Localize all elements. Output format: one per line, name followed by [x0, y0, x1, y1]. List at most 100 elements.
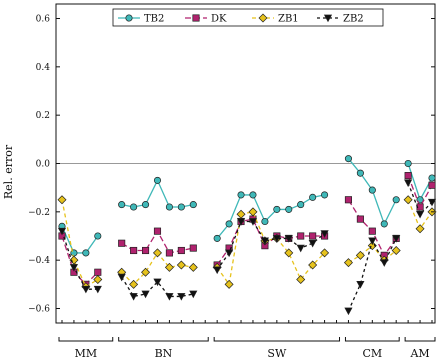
series-line-tb2	[61, 226, 99, 254]
data-point-dk	[141, 246, 150, 255]
group-label-mm: MM	[75, 347, 98, 360]
series-dk	[58, 172, 436, 288]
legend-marker-zb2	[323, 14, 333, 23]
data-point-zb1	[308, 260, 318, 270]
group-bracket-am	[404, 337, 436, 342]
data-point-dk	[177, 246, 185, 255]
data-point-zb2	[272, 235, 281, 243]
legend-marker-dk	[192, 14, 200, 22]
series-line-zb2	[61, 230, 98, 290]
data-point-zb2	[177, 293, 186, 301]
y-tick-label: −0.4	[28, 256, 50, 266]
data-point-dk	[94, 268, 102, 276]
data-point-zb1	[320, 248, 330, 258]
data-point-zb2	[225, 249, 234, 258]
data-point-zb2	[284, 235, 293, 243]
data-point-zb2	[236, 218, 246, 226]
data-point-tb2	[392, 196, 400, 204]
data-point-tb2	[273, 205, 281, 213]
data-point-zb1	[224, 279, 234, 289]
data-point-tb2	[82, 249, 90, 257]
data-point-zb1	[93, 275, 103, 284]
data-point-zb2	[165, 293, 174, 301]
data-point-zb1	[176, 260, 186, 270]
y-axis-label: Rel. error	[2, 144, 15, 199]
series-line-zb1	[61, 199, 99, 288]
y-axis: −0.6 −0.4 −0.2 0.0 0.2 0.4 0.6	[28, 15, 435, 323]
data-point-zb1	[415, 224, 425, 234]
series-line-zb1	[216, 211, 326, 286]
data-point-tb2	[94, 232, 102, 240]
y-tick-label: −0.6	[28, 305, 50, 315]
data-point-zb2	[415, 210, 425, 219]
legend-label-dk: DK	[211, 14, 227, 25]
data-point-dk	[153, 227, 162, 235]
data-point-zb2	[153, 278, 162, 287]
legend-label-tb2: TB2	[144, 14, 164, 25]
data-point-zb1	[141, 267, 151, 277]
group-bracket-cm	[344, 337, 400, 342]
data-point-zb1	[164, 262, 174, 272]
data-point-zb2	[81, 285, 90, 294]
data-point-tb2	[285, 205, 293, 213]
y-tick-label: 0.0	[36, 160, 51, 170]
data-point-tb2	[189, 201, 197, 209]
y-tick-label: 0.6	[36, 15, 51, 25]
group-label-cm: CM	[362, 347, 382, 360]
data-point-dk	[368, 227, 376, 235]
legend-marker-zb1	[258, 13, 268, 23]
data-point-zb2	[141, 290, 150, 299]
data-point-zb1	[296, 275, 306, 284]
data-point-zb2	[356, 280, 365, 289]
data-point-zb2	[260, 237, 269, 246]
data-point-tb2	[165, 203, 173, 211]
data-point-zb1	[57, 195, 67, 205]
data-point-zb2	[308, 239, 317, 248]
data-point-zb1	[343, 258, 353, 268]
data-point-zb2	[189, 290, 198, 299]
data-point-dk	[297, 232, 305, 240]
data-point-dk	[118, 239, 126, 247]
data-point-zb2	[213, 266, 222, 275]
series-zb2	[57, 179, 437, 316]
data-point-zb1	[391, 246, 401, 255]
data-point-zb1	[403, 195, 413, 205]
data-point-zb2	[404, 179, 413, 188]
data-point-tb2	[141, 201, 150, 209]
data-point-dk	[428, 181, 436, 189]
data-point-tb2	[261, 217, 269, 226]
group-bracket-mm	[58, 337, 114, 342]
data-point-zb1	[248, 207, 258, 217]
data-point-tb2	[404, 159, 412, 168]
data-point-tb2	[249, 191, 257, 199]
series-layer	[57, 155, 437, 316]
data-point-zb2	[296, 244, 305, 253]
data-point-dk	[344, 196, 353, 204]
series-line-tb2	[407, 163, 433, 202]
data-point-tb2	[130, 203, 138, 211]
data-point-dk	[356, 215, 364, 223]
data-point-dk	[309, 232, 317, 240]
data-point-dk	[404, 172, 412, 180]
y-tick-label: 0.2	[36, 111, 50, 121]
data-point-zb1	[152, 248, 162, 258]
group-label-sw: SW	[267, 347, 287, 360]
series-line-zb2	[216, 220, 325, 271]
data-point-tb2	[118, 201, 126, 209]
data-point-tb2	[368, 186, 376, 194]
data-point-tb2	[177, 203, 185, 211]
y-tick-label: −0.2	[28, 208, 50, 218]
data-point-dk	[165, 249, 173, 257]
data-point-tb2	[321, 191, 329, 199]
data-point-zb2	[380, 259, 389, 267]
data-point-zb2	[320, 230, 329, 238]
data-point-tb2	[237, 191, 245, 199]
series-line-tb2	[216, 194, 325, 239]
data-point-zb2	[392, 235, 401, 243]
series-line-zb2	[407, 182, 433, 216]
group-label-bn: BN	[155, 347, 173, 360]
data-point-zb2	[69, 264, 79, 272]
data-point-dk	[130, 246, 138, 255]
series-line-dk	[216, 218, 325, 266]
